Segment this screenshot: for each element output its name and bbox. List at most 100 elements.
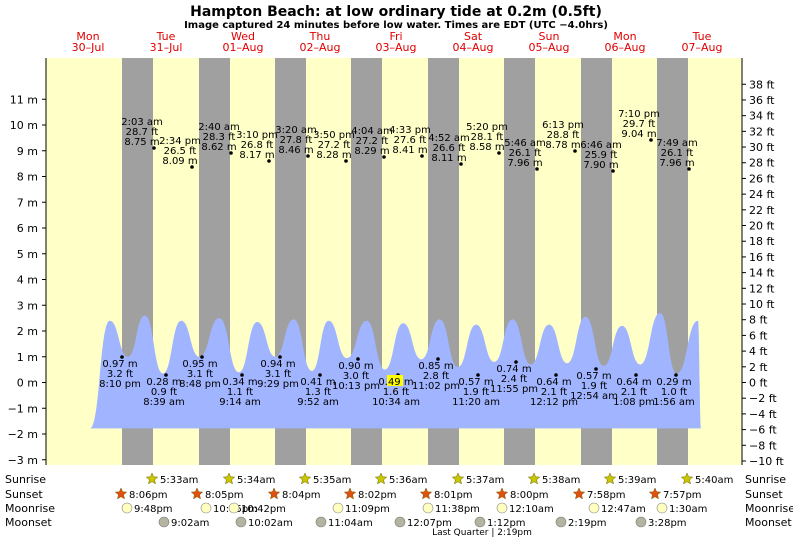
moonset-time: 2:19pm: [568, 518, 607, 529]
sunrise-time: 5:33am: [160, 475, 198, 486]
low-tide-dot: [240, 373, 244, 377]
y-tick-label-m: 0 m: [17, 377, 38, 390]
low-tide-time: 8:48 pm: [179, 379, 221, 390]
y-tick-label-ft: 34 ft: [749, 110, 775, 123]
low-tide-dot: [436, 357, 440, 361]
y-tick-label-ft: 24 ft: [749, 188, 775, 201]
y-tick-label-ft: 26 ft: [749, 172, 775, 185]
low-tide-ft: 2.4 ft: [501, 374, 527, 385]
moonrise-icon: [200, 502, 212, 514]
sunrise-icon: [527, 472, 541, 485]
moonrise-icon: [496, 502, 508, 514]
footer-label-right: Sunset: [745, 488, 783, 501]
high-tide-dot: [344, 159, 348, 163]
day-name: Tue: [692, 30, 712, 43]
low-tide-time: 10:13 pm: [332, 381, 380, 392]
low-tide-m: 0.57 m: [576, 371, 611, 382]
sunset-icon: [495, 487, 509, 500]
low-tide-dot: [594, 367, 598, 371]
y-tick-label-ft: 30 ft: [749, 141, 775, 154]
high-tide-ft: 28.8 ft: [547, 130, 580, 141]
y-tick-label-m: 8 m: [17, 171, 38, 184]
day-name: Thu: [309, 30, 331, 43]
high-tide-m: 8.78 m: [545, 140, 580, 151]
day-date: 30–Jul: [72, 41, 105, 54]
day-date: 04–Aug: [453, 41, 494, 54]
high-tide-time: 6:13 pm: [542, 120, 584, 131]
y-tick-label-ft: 4 ft: [749, 345, 768, 358]
day-date: 05–Aug: [529, 41, 570, 54]
low-tide-dot: [674, 373, 678, 377]
low-tide-time: 11:55 pm: [490, 384, 538, 395]
y-tick-label-ft: 38 ft: [749, 78, 775, 91]
high-tide-time: 7:49 am: [656, 138, 698, 149]
high-tide-ft: 28.7 ft: [126, 127, 159, 138]
low-tide-ft: 2.8 ft: [423, 371, 449, 382]
low-tide-m: 0.64 m: [616, 377, 651, 388]
low-tide-dot: [554, 373, 558, 377]
day-date: 07–Aug: [682, 41, 723, 54]
day-name: Wed: [231, 30, 255, 43]
y-tick-label-ft: −2 ft: [749, 392, 777, 405]
low-tide-time: 1:08 pm: [613, 397, 655, 408]
high-tide-m: 8.58 m: [469, 142, 504, 153]
footer-label-right: Moonset: [745, 516, 792, 529]
high-tide-m: 7.90 m: [583, 160, 618, 171]
day-date: 01–Aug: [223, 41, 264, 54]
sunrise-time: 5:38am: [542, 475, 580, 486]
moonset-time: 3:28pm: [648, 518, 687, 529]
high-tide-time: 4:04 am: [351, 126, 393, 137]
low-tide-m: 0.34 m: [222, 377, 257, 388]
y-tick-label-ft: −10 ft: [749, 455, 784, 468]
footer-label-right: Sunrise: [745, 473, 786, 486]
sunrise-icon: [222, 472, 236, 485]
low-tide-time: 12:54 am: [570, 391, 618, 402]
high-tide-m: 8.41 m: [392, 145, 427, 156]
low-tide-dot: [476, 373, 480, 377]
low-tide-m: 0.57 m: [458, 377, 493, 388]
high-tide-time: 6:46 am: [580, 140, 622, 151]
high-tide-m: 8.11 m: [431, 153, 466, 164]
moonset-icon: [474, 516, 486, 528]
low-tide-dot: [318, 373, 322, 377]
high-tide-dot: [306, 154, 310, 158]
moonrise-icon: [332, 502, 344, 514]
chart-title: Hampton Beach: at low ordinary tide at 0…: [190, 4, 602, 20]
moonrise-time: 11:09pm: [345, 504, 390, 515]
high-tide-time: 2:40 am: [198, 122, 240, 133]
current-tide-highlight: [387, 375, 403, 386]
low-tide-dot: [356, 357, 360, 361]
moonrise-icon: [422, 502, 434, 514]
moonrise-icon: [121, 502, 133, 514]
low-tide-ft: 3.0 ft: [343, 371, 369, 382]
moonset-icon: [635, 516, 647, 528]
low-tide-ft: 2.1 ft: [621, 387, 647, 398]
low-tide-ft: 3.2 ft: [107, 369, 133, 380]
y-tick-label-ft: 14 ft: [749, 267, 775, 280]
low-tide-ft: 1.0 ft: [661, 387, 687, 398]
high-tide-dot: [573, 149, 577, 153]
moonrise-time: 12:47am: [601, 504, 646, 515]
y-tick-label-ft: 36 ft: [749, 94, 775, 107]
sunset-icon: [343, 487, 357, 500]
moonrise-icon: [588, 502, 600, 514]
y-tick-label-m: 6 m: [17, 222, 38, 235]
y-tick-label-ft: 10 ft: [749, 298, 775, 311]
high-tide-dot: [190, 165, 194, 169]
high-tide-ft: 26.6 ft: [433, 143, 466, 154]
day-date: 02–Aug: [300, 41, 341, 54]
moonrise-time: 12:10am: [509, 504, 554, 515]
chart-subtitle: Image captured 24 minutes before low wat…: [184, 20, 608, 31]
high-tide-ft: 27.2 ft: [356, 136, 389, 147]
y-tick-label-ft: 0 ft: [749, 377, 768, 390]
high-tide-time: 4:33 pm: [389, 125, 431, 136]
high-tide-ft: 27.8 ft: [280, 135, 313, 146]
moon-phase-label: Last Quarter | 2:19pm: [432, 528, 532, 538]
low-tide-time: 12:12 pm: [530, 397, 578, 408]
day-date: 31–Jul: [150, 41, 183, 54]
low-tide-time: 9:29 pm: [257, 379, 299, 390]
sunrise-time: 5:35am: [313, 475, 351, 486]
low-tide-dot: [164, 373, 168, 377]
